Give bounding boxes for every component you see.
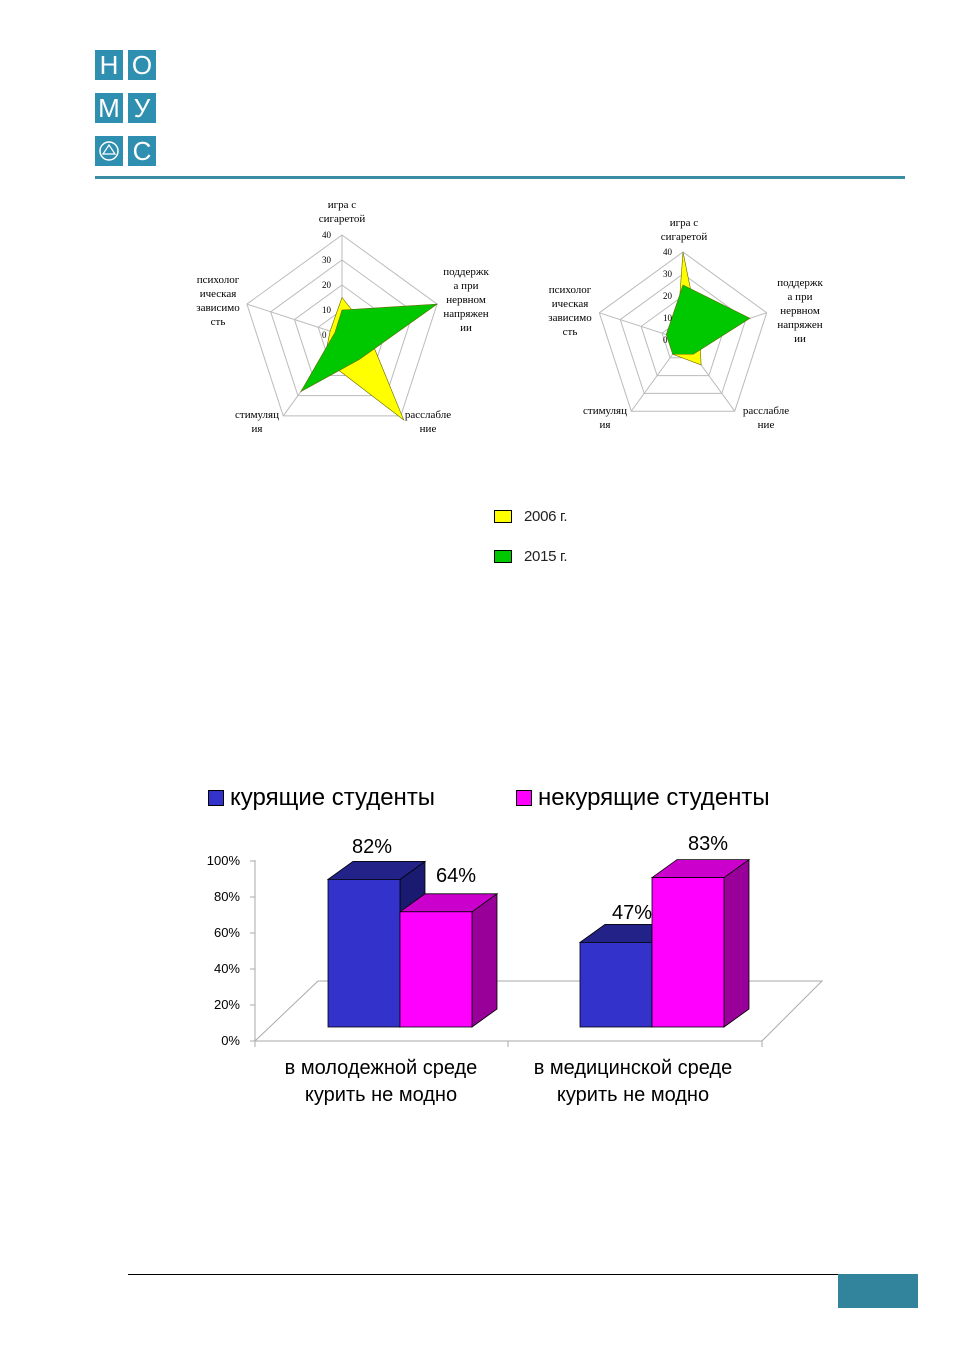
radar-tick-label: 10 — [663, 313, 673, 323]
legend-2015: 2015 г. — [494, 547, 568, 565]
logo-letter: М — [95, 93, 123, 123]
legend-2006: 2006 г. — [494, 507, 568, 525]
radar-left-label-1: поддержк а при нервном напряжен ии — [443, 266, 489, 334]
bar — [327, 879, 401, 1028]
radar-tick-label: 0 — [322, 330, 327, 340]
radar-tick-label: 30 — [322, 255, 332, 265]
logo-letter: С — [128, 136, 156, 166]
category-line: в медицинской среде — [533, 1057, 733, 1079]
logo-letter: Н — [95, 50, 123, 80]
radar-left-label-3: стимуляц ия — [235, 409, 279, 435]
radar-tick-label: 0 — [663, 335, 668, 345]
page-number-box — [838, 1274, 918, 1308]
bar-side — [723, 858, 750, 1028]
radar-left-label-4: психолог ическая зависимо сть — [196, 274, 240, 328]
legend-swatch — [516, 790, 532, 806]
category-line: курить не модно — [556, 1084, 710, 1106]
data-label: 82% — [352, 836, 393, 858]
category-line: курить не модно — [304, 1084, 458, 1106]
radar-tick-label: 30 — [663, 269, 673, 279]
bar-legend-smokers: курящие студенты — [208, 784, 435, 812]
logo-letter: У — [128, 93, 156, 123]
y-tick: 20% — [213, 997, 240, 1012]
legend-label: курящие студенты — [230, 784, 436, 811]
radar-left-label-2: расслабле ние — [404, 409, 452, 435]
legend-swatch — [494, 549, 512, 563]
legend-swatch — [208, 790, 224, 806]
bar — [399, 911, 473, 1028]
category-label: в медицинской среде курить не модно — [503, 1055, 763, 1109]
data-label: 83% — [688, 833, 729, 855]
legend-label: некурящие студенты — [538, 784, 770, 811]
logo-letter: О — [128, 50, 156, 80]
radar-tick-label: 20 — [322, 280, 332, 290]
radar-tick-label: 40 — [322, 230, 332, 240]
data-label: 47% — [612, 902, 653, 924]
category-label: в молодежной среде курить не модно — [251, 1055, 511, 1109]
radar-series-2015 г. — [300, 303, 439, 393]
radar-tick-label: 40 — [663, 247, 673, 257]
radar-grid-ring — [270, 259, 414, 397]
radar-series-2015 г. — [665, 284, 751, 355]
radar-right-label-1: поддержк а при нервном напряжен ии — [777, 277, 823, 345]
radar-grid-ring — [598, 251, 768, 412]
radar-spoke — [246, 303, 343, 336]
data-label: 64% — [436, 865, 477, 887]
y-tick: 100% — [206, 853, 240, 868]
legend-label: 2015 г. — [524, 547, 568, 565]
radar-left-label-0: игра с сигаретой — [318, 199, 366, 225]
radar-charts: 0 10 20 30 40 0 10 20 30 40 — [246, 230, 768, 421]
radar-right-label-2: расслабле ние — [742, 405, 790, 431]
radar-right-label-3: стимуляц ия — [583, 405, 627, 431]
legend-label: 2006 г. — [524, 507, 568, 525]
legend-swatch — [494, 509, 512, 523]
y-tick: 60% — [213, 925, 240, 940]
header-divider — [95, 176, 905, 179]
bar-legend-nonsmokers: некурящие студенты — [516, 784, 770, 812]
y-tick: 0% — [221, 1033, 240, 1048]
category-line: в молодежной среде — [284, 1057, 478, 1079]
footer-divider — [128, 1274, 838, 1275]
y-tick: 40% — [213, 961, 240, 976]
bar-chart — [250, 858, 824, 1047]
radar-right-label-4: психолог ическая зависимо сть — [548, 284, 592, 338]
bar — [579, 942, 653, 1028]
radar-right-label-0: игра с сигаретой — [660, 217, 708, 243]
y-tick: 80% — [213, 889, 240, 904]
logo-emblem-icon — [95, 136, 123, 166]
radar-grid-ring — [246, 234, 438, 417]
bar-side — [471, 893, 498, 1028]
radar-tick-label: 20 — [663, 291, 673, 301]
radar-tick-label: 10 — [322, 305, 332, 315]
bar — [651, 877, 725, 1028]
nomus-logo: Н О М У С — [95, 50, 157, 166]
